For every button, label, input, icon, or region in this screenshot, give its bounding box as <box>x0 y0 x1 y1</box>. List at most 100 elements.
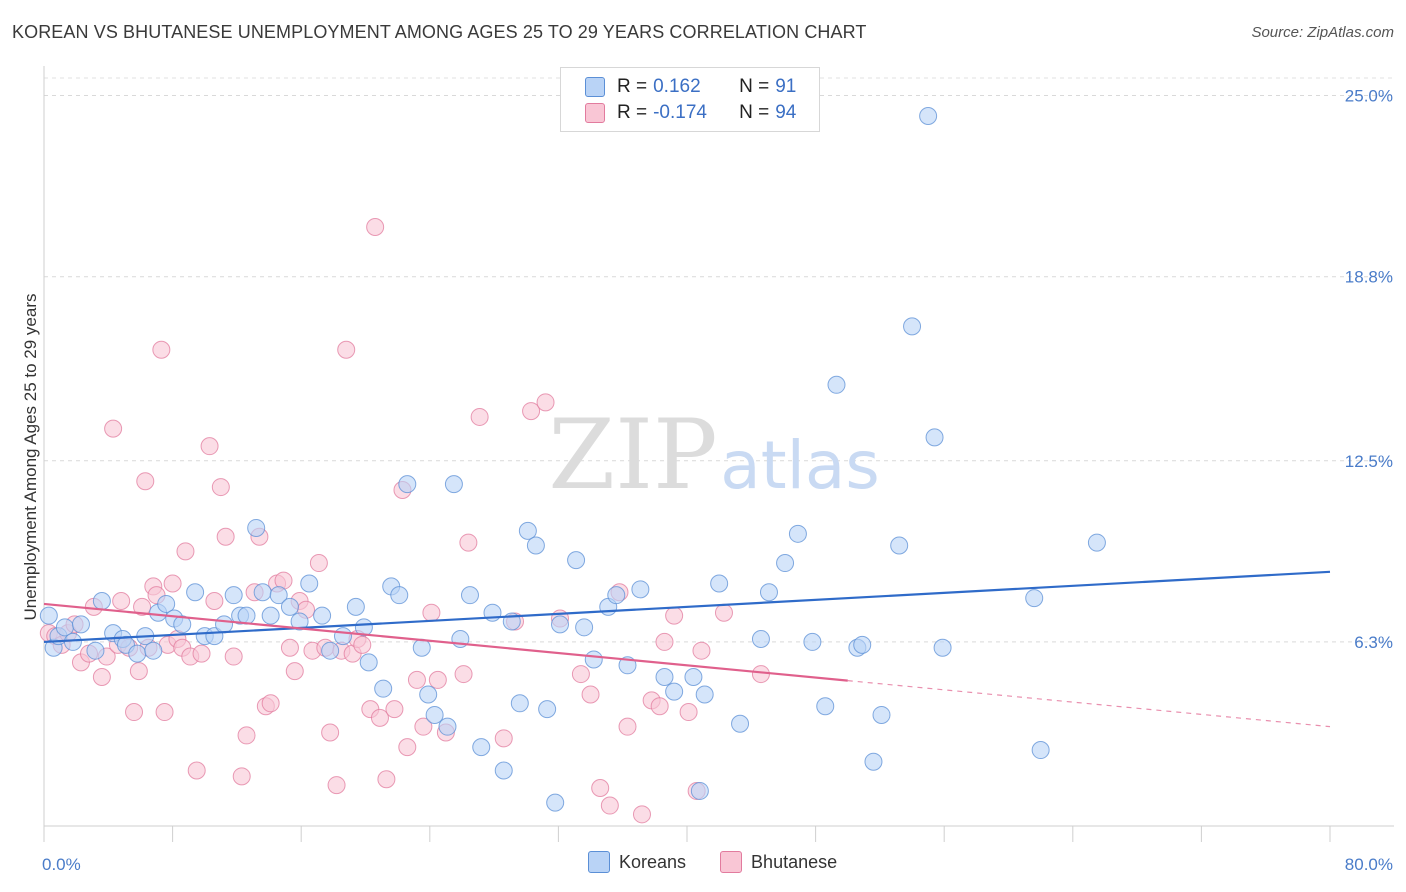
data-point-koreans <box>186 583 205 602</box>
grid-lines <box>44 77 1394 643</box>
series-legend: Koreans Bhutanese <box>588 851 871 873</box>
data-point-koreans <box>575 618 594 637</box>
data-point-koreans <box>374 679 393 698</box>
data-point-koreans <box>919 106 938 125</box>
legend-r-label: R = <box>617 102 648 123</box>
data-point-koreans <box>803 632 822 651</box>
data-point-bhutanese <box>454 665 473 684</box>
data-point-bhutanese <box>377 770 396 789</box>
trend-lines <box>43 570 1331 728</box>
legend-r-label: R = <box>617 76 648 97</box>
data-point-bhutanese <box>655 632 674 651</box>
data-point-koreans <box>157 594 176 613</box>
legend-swatch-bhutanese <box>720 851 743 873</box>
data-point-koreans <box>261 606 280 625</box>
data-point-bhutanese <box>163 574 182 593</box>
data-point-bhutanese <box>152 340 171 359</box>
data-point-koreans <box>321 641 340 660</box>
trend-line-bhutanese <box>43 602 848 682</box>
data-point-koreans <box>144 641 163 660</box>
data-point-koreans <box>864 752 883 771</box>
data-point-bhutanese <box>309 554 328 573</box>
data-point-koreans <box>92 592 111 611</box>
data-point-bhutanese <box>428 670 447 689</box>
data-point-koreans <box>631 580 650 599</box>
data-point-bhutanese <box>414 717 433 736</box>
legend-r-value: -0.174 <box>653 102 707 123</box>
data-point-bhutanese <box>600 796 619 815</box>
data-point-koreans <box>518 521 537 540</box>
data-point-bhutanese <box>237 726 256 745</box>
data-point-koreans <box>731 714 750 733</box>
data-point-koreans <box>313 606 332 625</box>
data-point-bhutanese <box>192 644 211 663</box>
legend-item-koreans[interactable]: Koreans <box>588 851 686 873</box>
data-point-koreans <box>247 518 266 537</box>
data-point-koreans <box>816 697 835 716</box>
watermark-atlas: atlas <box>720 427 880 504</box>
data-point-bhutanese <box>280 638 299 657</box>
trend-line-bhutanese-projection <box>847 680 1331 728</box>
data-point-koreans <box>684 667 703 686</box>
data-point-bhutanese <box>470 407 489 426</box>
legend-r-value: 0.162 <box>653 76 701 97</box>
data-point-koreans <box>128 644 147 663</box>
data-point-koreans <box>494 761 513 780</box>
legend-n-label: N = <box>739 76 770 97</box>
legend-item-bhutanese[interactable]: Bhutanese <box>720 851 837 873</box>
data-point-koreans <box>903 317 922 336</box>
data-point-koreans <box>665 682 684 701</box>
data-point-bhutanese <box>536 393 555 412</box>
legend-label-bhutanese: Bhutanese <box>751 851 838 872</box>
data-point-bhutanese <box>327 776 346 795</box>
watermark-zip: ZIP <box>548 399 717 511</box>
data-point-bhutanese <box>200 437 219 456</box>
legend-row-koreans: R = 0.162 N = 91 <box>585 75 796 99</box>
data-point-bhutanese <box>407 670 426 689</box>
y-tick-label: 25.0% <box>1345 87 1393 106</box>
data-point-bhutanese <box>679 703 698 722</box>
data-point-koreans <box>925 428 944 447</box>
data-point-bhutanese <box>581 685 600 704</box>
data-point-bhutanese <box>571 665 590 684</box>
trend-line-koreans <box>43 570 1331 644</box>
data-point-bhutanese <box>370 708 389 727</box>
data-point-bhutanese <box>92 667 111 686</box>
data-point-koreans <box>546 793 565 812</box>
data-point-bhutanese <box>353 635 372 654</box>
data-point-bhutanese <box>224 647 243 666</box>
data-point-bhutanese <box>665 606 684 625</box>
data-point-bhutanese <box>632 805 651 824</box>
data-point-koreans <box>173 615 192 634</box>
data-point-bhutanese <box>216 527 235 546</box>
data-point-bhutanese <box>176 542 195 561</box>
legend-swatch-koreans <box>585 77 605 97</box>
data-point-bhutanese <box>398 738 417 757</box>
legend-n-value: 94 <box>775 102 797 123</box>
data-point-koreans <box>710 574 729 593</box>
data-point-koreans <box>751 630 770 648</box>
data-point-bhutanese <box>494 729 513 748</box>
watermark: ZIP atlas <box>548 399 879 511</box>
data-point-bhutanese <box>459 533 478 552</box>
data-point-bhutanese <box>650 697 669 716</box>
data-point-bhutanese <box>522 402 541 421</box>
data-point-bhutanese <box>714 603 733 622</box>
data-point-koreans <box>538 700 557 719</box>
data-point-koreans <box>827 375 846 394</box>
data-point-koreans <box>510 694 529 713</box>
data-point-koreans <box>460 586 479 605</box>
data-point-koreans <box>39 606 58 625</box>
data-point-koreans <box>551 615 570 634</box>
data-point-bhutanese <box>104 419 123 438</box>
data-point-bhutanese <box>232 767 251 786</box>
data-point-bhutanese <box>129 662 148 681</box>
data-point-bhutanese <box>618 717 637 736</box>
data-point-bhutanese <box>261 694 280 713</box>
tick-labels: 6.3% 12.5% 18.8% 25.0% 0.0% 80.0% <box>42 87 1393 874</box>
data-point-bhutanese <box>125 703 144 722</box>
legend-swatch-koreans <box>588 851 610 873</box>
data-point-koreans <box>567 551 586 570</box>
stats-legend: R = 0.162 N = 91 R = -0.174 N = 94 <box>560 67 820 132</box>
data-point-koreans <box>933 638 952 657</box>
